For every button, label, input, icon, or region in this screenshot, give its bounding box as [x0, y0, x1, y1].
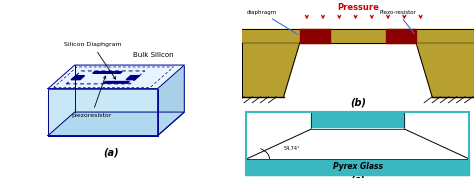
Text: Bulk Silicon: Bulk Silicon: [133, 52, 173, 58]
Polygon shape: [48, 112, 184, 136]
Text: Pyrex Glass: Pyrex Glass: [333, 162, 383, 171]
Text: Silicon Diaphgram: Silicon Diaphgram: [64, 42, 121, 79]
Polygon shape: [311, 112, 404, 129]
Polygon shape: [300, 43, 416, 96]
Polygon shape: [386, 29, 416, 43]
Text: (b): (b): [350, 97, 366, 107]
Text: 54.74°: 54.74°: [283, 146, 300, 151]
Text: Pressure: Pressure: [337, 3, 379, 12]
Polygon shape: [103, 82, 129, 83]
Polygon shape: [126, 76, 139, 80]
Polygon shape: [242, 29, 474, 43]
Polygon shape: [48, 89, 158, 136]
Polygon shape: [246, 129, 469, 159]
Text: diaphragm: diaphragm: [246, 10, 298, 34]
Polygon shape: [48, 65, 184, 89]
Text: Piezo-resistor: Piezo-resistor: [379, 10, 416, 34]
Polygon shape: [71, 76, 84, 80]
Polygon shape: [242, 43, 300, 97]
Polygon shape: [93, 72, 122, 73]
Text: (c): (c): [350, 174, 365, 178]
Polygon shape: [246, 112, 469, 159]
Text: piezoresistor: piezoresistor: [72, 76, 112, 118]
Polygon shape: [300, 29, 330, 43]
Polygon shape: [246, 159, 469, 175]
Polygon shape: [158, 65, 184, 136]
Text: (a): (a): [103, 148, 118, 158]
Polygon shape: [416, 43, 474, 97]
